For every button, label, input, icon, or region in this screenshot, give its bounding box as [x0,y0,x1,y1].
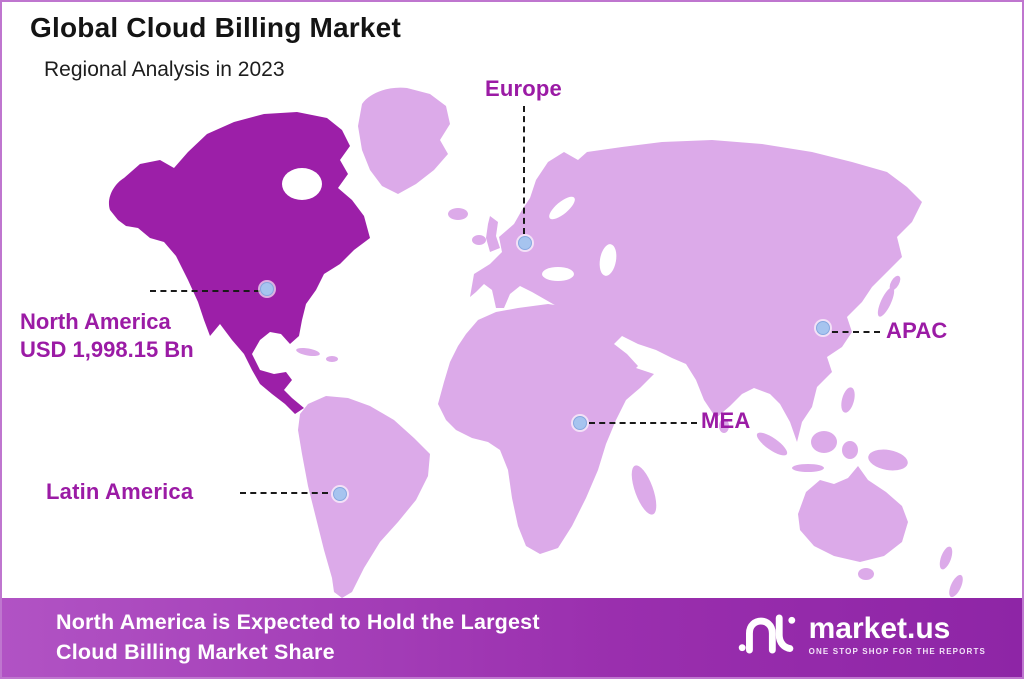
footer-note: North America is Expected to Hold the La… [56,607,540,667]
brand-text: market.us ONE STOP SHOP FOR THE REPORTS [808,611,986,656]
map-philippines [841,387,855,413]
connector-apac [832,331,880,333]
region-callout-north-america: North America USD 1,998.15 Bn [20,308,194,364]
region-value-north-america: USD 1,998.15 Bn [20,337,194,362]
map-sulawesi [842,441,858,459]
brand-block: market.us ONE STOP SHOP FOR THE REPORTS [738,611,986,657]
connector-north-america [150,290,260,292]
map-dot-apac [816,321,830,335]
region-label-mea: MEA [701,408,751,433]
marketus-logo-icon [738,614,795,654]
brand-name: market.us [808,611,951,645]
map-tasmania [858,568,874,580]
map-cuba [296,347,320,357]
region-label-apac: APAC [886,318,948,343]
connector-latin-america [240,492,328,494]
region-label-europe: Europe [485,76,562,101]
connector-europe [523,106,525,234]
map-new-zealand-south [949,574,963,598]
footer-bar: North America is Expected to Hold the La… [2,598,1022,677]
world-map [108,87,963,598]
map-sumatra [756,432,788,456]
map-iceland [448,208,468,220]
brand-tagline: ONE STOP SHOP FOR THE REPORTS [808,646,986,656]
map-borneo [811,431,837,453]
map-dot-north-america [260,282,274,296]
page-title: Global Cloud Billing Market [30,12,401,43]
map-greenland [358,87,450,194]
map-dot-latin-america [333,487,347,501]
map-ireland [472,235,486,245]
map-madagascar [631,465,657,515]
map-baltic-sea [549,196,575,220]
map-north-america [108,112,370,414]
map-caspian-sea [599,244,617,276]
map-dot-mea [573,416,587,430]
map-hispaniola [326,356,338,362]
map-java [792,464,824,472]
map-south-america [298,396,430,598]
region-label-north-america: North America [20,309,171,334]
map-dot-europe [518,236,532,250]
footer-note-line1: North America is Expected to Hold the La… [56,610,540,634]
map-sri-lanka [719,419,729,433]
map-japan-main [877,287,895,317]
map-united-kingdom [486,216,500,252]
map-new-zealand-north [939,546,953,570]
page-subtitle: Regional Analysis in 2023 [44,58,285,81]
region-label-latin-america: Latin America [46,479,194,504]
map-hudson-bay [282,168,322,200]
map-eurasia [470,140,922,442]
connector-mea [589,422,697,424]
map-new-guinea [868,449,908,471]
map-japan-north [889,275,901,291]
map-black-sea [542,267,574,281]
footer-note-line2: Cloud Billing Market Share [56,640,335,664]
map-africa [438,304,654,554]
map-australia [798,466,908,562]
